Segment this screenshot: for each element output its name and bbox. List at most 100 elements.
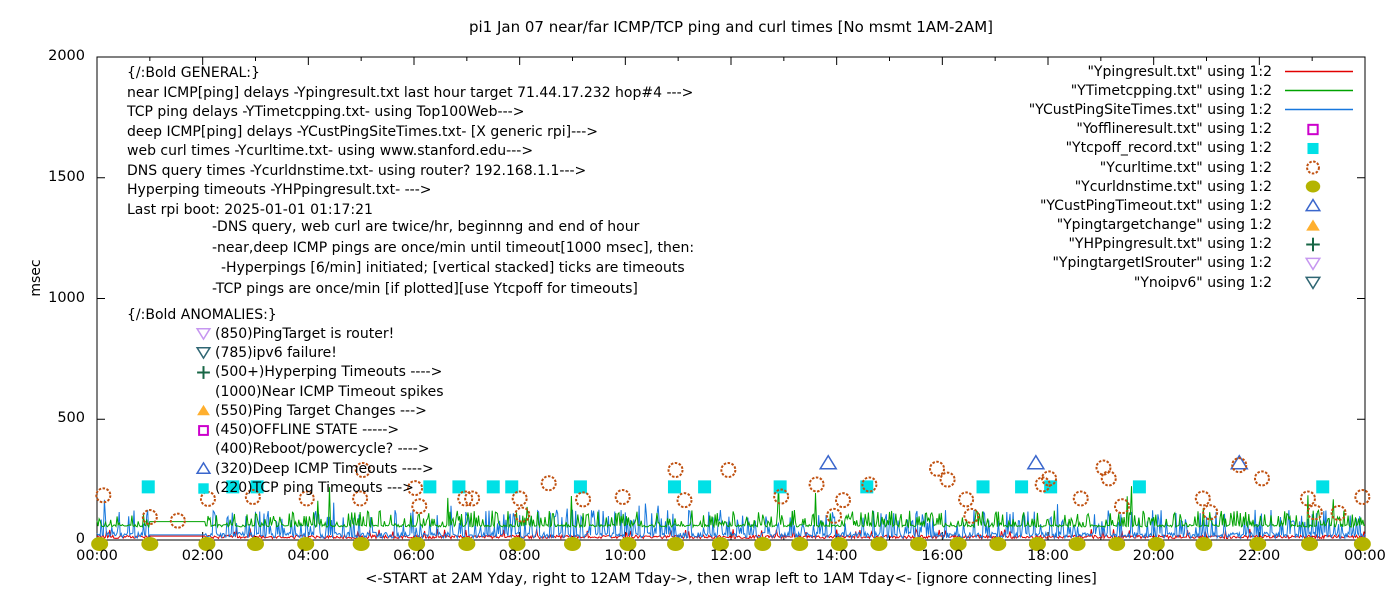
series-line-red [96, 527, 1366, 540]
legend-sample [1306, 237, 1320, 252]
marker-circle-filled [1028, 537, 1046, 551]
marker-circle-open [835, 492, 852, 509]
marker-circle-filled [830, 537, 848, 551]
marker-circle-open [1072, 490, 1089, 507]
marker-circle-filled [1147, 537, 1165, 551]
note-line: -DNS query, web curl are twice/hr, begin… [212, 219, 640, 235]
marker-circle-open [457, 490, 474, 507]
marker-circle-filled [458, 537, 476, 551]
marker-triangle-down-open-icon [195, 328, 212, 341]
general-line: deep ICMP[ping] delays -YCustPingSiteTim… [127, 123, 598, 140]
marker-circle-open [1113, 498, 1130, 515]
marker-square-filled [667, 480, 681, 494]
marker-triangle-down-open [195, 347, 212, 360]
marker-square-open [1307, 123, 1319, 135]
marker-circle-open [676, 492, 693, 509]
marker-triangle-up-open [1026, 454, 1046, 470]
x-tick-label: 00:00 [76, 548, 118, 564]
marker-circle-open [514, 506, 531, 523]
anomaly-text: (785)ipv6 failure! [215, 344, 337, 361]
legend-sample [1304, 198, 1322, 212]
marker-triangle-down-open-icon [195, 347, 212, 360]
legend-row: "Ytcpoff_record.txt" using 1:2 [900, 139, 1358, 158]
note-line: -near,deep ICMP pings are once/min until… [212, 239, 695, 256]
chart-title: pi1 Jan 07 near/far ICMP/TCP ping and cu… [468, 18, 994, 36]
marker-triangle-up-open [195, 461, 212, 475]
marker-circle-open [1231, 457, 1248, 474]
marker-circle-open [667, 461, 684, 478]
marker-circle-filled [619, 537, 637, 551]
y-tick-label: 1500 [48, 168, 85, 185]
legend-label: "Yofflineresult.txt" using 1:2 [1076, 121, 1272, 138]
marker-circle-filled [989, 537, 1007, 551]
x-tick-label: 20:00 [1132, 548, 1175, 564]
marker-triangle-up-open-icon [195, 461, 212, 475]
marker-circle-open [1100, 470, 1117, 487]
legend-row: "YTimetcpping.txt" using 1:2 [900, 81, 1358, 100]
marker-circle-open [407, 480, 424, 497]
marker-circle-filled [791, 537, 809, 551]
marker-circle-filled [564, 537, 581, 551]
marker-square-filled [198, 482, 209, 494]
legend-sample [1305, 180, 1321, 193]
anomaly-text: (500+)Hyperping Timeouts ----> [215, 364, 443, 381]
marker-square-filled [1044, 480, 1058, 494]
marker-circle-filled [870, 537, 888, 551]
legend-row: "Yofflineresult.txt" using 1:2 [900, 120, 1358, 139]
marker-circle-open [826, 507, 843, 524]
note-line: -TCP pings are once/min [if plotted][use… [212, 281, 638, 298]
marker-triangle-up-filled-icon [197, 405, 210, 416]
marker-circle-open [1306, 160, 1320, 175]
anomaly-text: (1000)Near ICMP Timeout spikes [215, 383, 444, 400]
marker-circle-filled [667, 537, 685, 551]
marker-square-filled [452, 480, 466, 494]
marker-circle-open [1299, 490, 1316, 507]
note-line: -Hyperpings [6/min] initiated; [vertical… [221, 260, 685, 277]
general-line: DNS query times -Ycurldnstime.txt- using… [127, 162, 587, 179]
legend-row: "Ycurltime.txt" using 1:2 [900, 158, 1358, 177]
legend-sample [1304, 276, 1322, 291]
marker-circle-open [861, 476, 878, 493]
legend-label: "Ypingtargetchange" using 1:2 [1056, 217, 1272, 234]
marker-square-filled [1307, 142, 1319, 154]
anomaly-text: (450)OFFLINE STATE -----> [215, 422, 400, 439]
legend-sample [1285, 70, 1353, 73]
marker-circle-open [1306, 504, 1323, 521]
anomaly-text: (550)Ping Target Changes ---> [215, 402, 427, 419]
x-tick-label: 08:00 [498, 548, 541, 564]
general-line: Last rpi boot: 2025-01-01 01:17:21 [127, 201, 373, 218]
marker-triangle-up-open [1304, 198, 1322, 212]
anomalies-header: {/:Bold ANOMALIES:} [127, 307, 277, 323]
series-line-blue [96, 499, 1366, 540]
legend-row: "Ycurldnstime.txt" using 1:2 [900, 177, 1358, 196]
marker-square-filled [573, 480, 587, 494]
x-tick-label: 10:00 [604, 548, 647, 564]
marker-circle-filled [141, 537, 159, 551]
marker-circle-filled [711, 537, 729, 551]
x-axis-caption: <-START at 2AM Yday, right to 12AM Tday-… [365, 571, 1097, 587]
anomaly-item: (500+)Hyperping Timeouts ----> [195, 363, 444, 382]
marker-triangle-down-open [195, 328, 212, 341]
marker-triangle-up-filled [1306, 219, 1320, 231]
x-tick-label: 04:00 [287, 548, 330, 564]
legend: "Ypingresult.txt" using 1:2 "YTimetcpping… [900, 62, 1358, 292]
anomaly-items: (850)PingTarget is router! (785)ipv6 fail… [195, 324, 444, 498]
marker-circle-filled [949, 537, 967, 551]
legend-label: "Ycurldnstime.txt" using 1:2 [1074, 178, 1272, 195]
marker-square-filled [860, 480, 874, 494]
legend-sample [1285, 90, 1353, 92]
marker-circle-filled [1068, 537, 1086, 551]
marker-circle-open [720, 461, 737, 478]
marker-circle-open [511, 490, 528, 507]
marker-circle-filled [1195, 537, 1213, 551]
marker-square-filled [141, 480, 155, 494]
anomalies-annotation-block: {/:Bold ANOMALIES:} [127, 306, 277, 326]
x-tick-label: 00:00 [1344, 548, 1386, 564]
x-tick-label: 02:00 [181, 548, 224, 564]
marker-circle-filled [1305, 180, 1321, 193]
legend-label: "YTimetcpping.txt" using 1:2 [1070, 82, 1272, 99]
marker-circle-open [939, 471, 956, 488]
marker-circle-open [352, 490, 369, 507]
marker-circle-open [614, 489, 631, 506]
